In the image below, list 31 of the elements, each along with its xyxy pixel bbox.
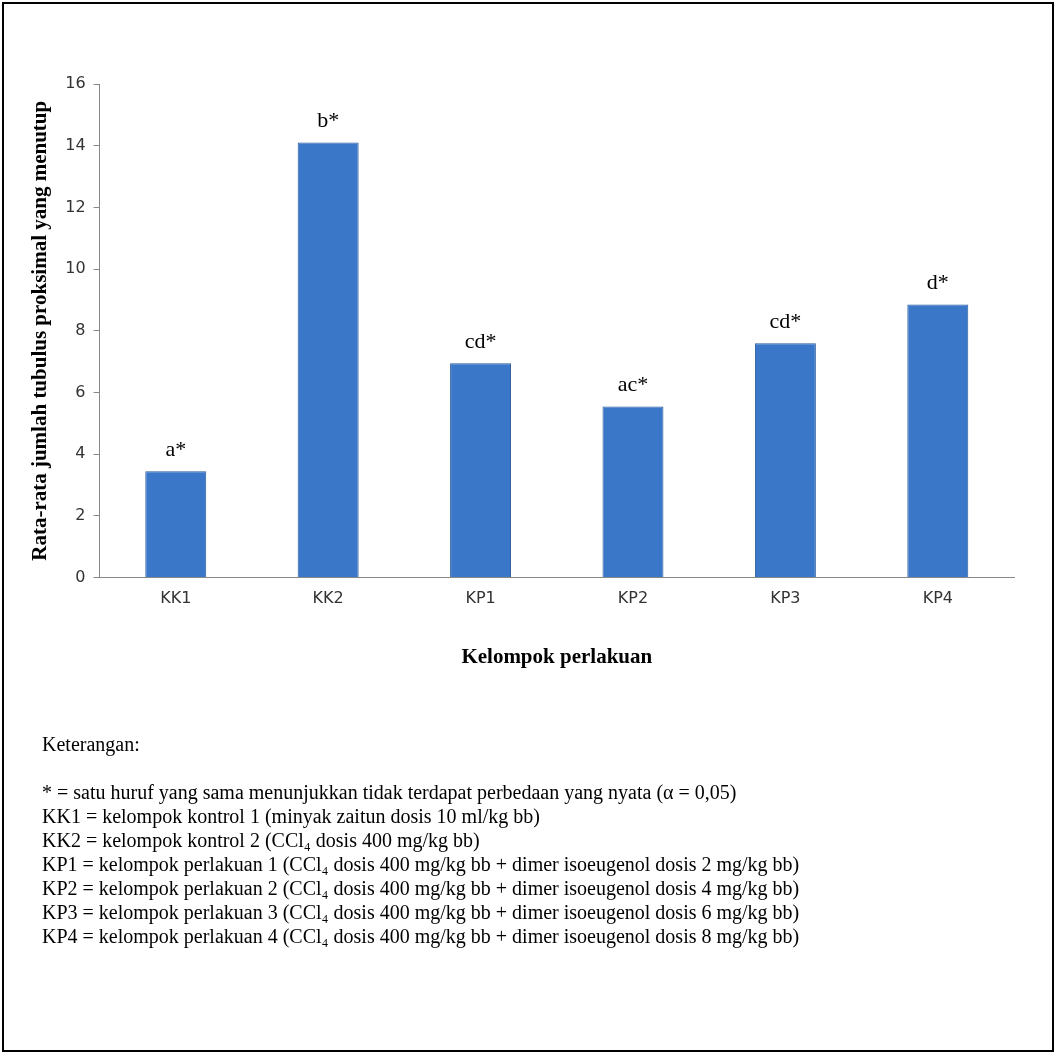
y-tick-label: 4 [75,443,86,463]
text: KK2 = kelompok kontrol 2 (CCl₄ dosis 400 mg/kg bb) [42,828,481,852]
annotation: cd* [769,307,802,333]
y-axis-title: Rata-rata jumlah tubulus proksimal yang menutup [27,100,52,561]
annotation: cd* [464,327,497,353]
y-tick-label: 2 [75,505,86,525]
text: KP1 = kelompok perlakuan 1 (CCl₄ dosis 400 mg/kg bb + dimer isoeugenol dosis 2 mg/kg bb) [42,852,800,876]
annotation: ac* [617,371,649,397]
annotation: d* [926,269,949,295]
y-tick-label: 14 [65,134,86,154]
text: KP2 = kelompok perlakuan 2 (CCl₄ dosis 400 mg/kg bb + dimer isoeugenol dosis 4 mg/kg bb) [42,876,800,900]
text: * = satu huruf yang sama menunjukkan tidak terdapat perbedaan yang nyata (α = 0,05) [42,780,738,804]
y-tick-label: 12 [65,196,86,216]
text: KP3 = kelompok perlakuan 3 (CCl₄ dosis 400 mg/kg bb + dimer isoeugenol dosis 6 mg/kg bb) [42,900,800,924]
y-tick-label: 10 [65,258,86,278]
y-tick-label: 6 [75,381,86,401]
x-axis-title: Kelompok perlakuan [461,643,653,668]
y-tick-label: 8 [75,319,86,339]
x-tick-label: KP2 [617,588,649,608]
annotation: a* [165,435,187,461]
x-tick-label: KP3 [770,588,801,608]
x-tick-label: KP1 [465,588,496,608]
text: KP4 = kelompok perlakuan 4 (CCl₄ dosis 400 mg/kg bb + dimer isoeugenol dosis 8 mg/kg bb) [42,924,800,948]
x-tick-label: KK1 [160,588,192,608]
annotation: b* [317,107,340,133]
y-tick-label: 0 [75,566,86,586]
y-tick-label: 16 [65,73,86,93]
text: Keterangan: [42,732,141,756]
x-tick-label: KP4 [922,588,953,608]
x-tick-label: KK2 [312,588,344,608]
text: KK1 = kelompok kontrol 1 (minyak zaitun dosis 10 ml/kg bb) [42,804,541,828]
